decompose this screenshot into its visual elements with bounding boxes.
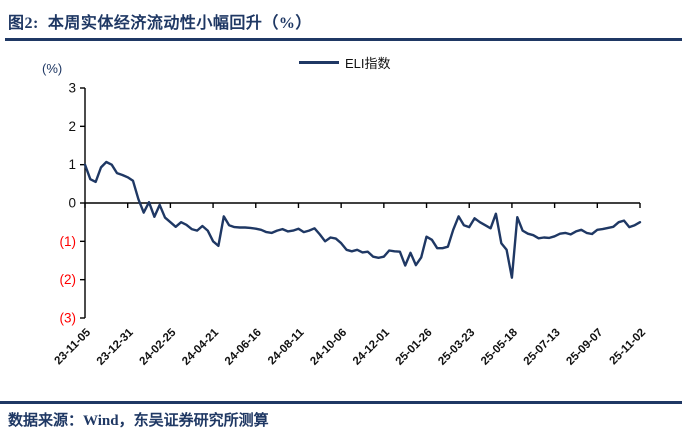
y-axis-unit-label: (%) <box>42 61 63 76</box>
figure-title: 图2: 本周实体经济流动性小幅回升（%） <box>8 15 312 32</box>
x-tick-label: 24-12-01 <box>351 326 392 367</box>
data-source-note: 数据来源：Wind，东吴证券研究所测算 <box>8 413 269 429</box>
legend-label: ELI指数 <box>345 56 391 71</box>
title-divider <box>5 38 682 41</box>
x-tick-label: 25-03-23 <box>436 327 477 368</box>
y-tick-label: 1 <box>68 157 76 172</box>
y-tick-label: (2) <box>60 272 77 287</box>
x-tick-label: 25-09-07 <box>564 327 605 368</box>
legend-line-swatch <box>299 61 339 64</box>
x-tick-label: 24-08-11 <box>266 326 307 367</box>
x-tick-label: 23-11-05 <box>53 326 94 367</box>
y-tick-label: (1) <box>60 234 77 249</box>
x-tick-label: 24-06-16 <box>223 327 264 368</box>
x-tick-label: 23-12-31 <box>95 326 136 367</box>
x-tick-label: 25-01-26 <box>394 327 435 368</box>
y-tick-label: (3) <box>60 310 77 325</box>
x-tick-label: 25-07-13 <box>522 327 563 368</box>
x-tick-label: 24-02-25 <box>137 326 178 367</box>
x-tick-label: 25-05-18 <box>479 326 520 367</box>
y-tick-label: 0 <box>68 196 76 211</box>
eli-series-line <box>83 160 642 279</box>
x-tick-label: 24-10-06 <box>308 327 349 368</box>
y-tick-label: 3 <box>68 81 76 96</box>
footer-divider <box>0 401 682 404</box>
x-tick-label: 25-11-02 <box>608 327 649 368</box>
y-tick-label: 2 <box>68 119 76 134</box>
x-tick-label: 24-04-21 <box>180 326 221 367</box>
chart-legend: ELI指数 <box>299 53 391 72</box>
